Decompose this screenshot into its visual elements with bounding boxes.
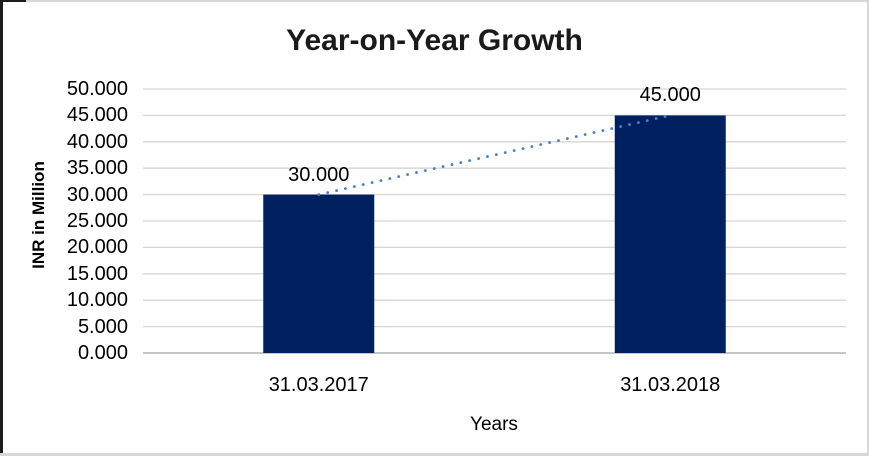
- y-tick-label: 40.000: [66, 130, 128, 153]
- bar-31.03.2017: [263, 194, 375, 353]
- y-tick-label: 35.000: [66, 157, 128, 180]
- y-tick-label: 15.000: [66, 262, 128, 285]
- x-tick-label: 31.03.2018: [620, 374, 721, 396]
- y-tick-label: 25.000: [66, 210, 128, 232]
- trendline-dotted: [317, 114, 672, 197]
- window-border-top-left-accent: [0, 0, 26, 2]
- window-border-bottom: [0, 453, 869, 456]
- x-axis-title: Years: [470, 414, 518, 435]
- data-label-31.03.2017: 30.000: [288, 163, 350, 186]
- bar-31.03.2018: [614, 115, 726, 354]
- y-tick-label: 5.000: [77, 315, 128, 338]
- data-label-31.03.2018: 45.000: [639, 84, 701, 107]
- y-tick-label: 10.000: [66, 289, 128, 312]
- window-border-top: [0, 0, 869, 2]
- window-border-right: [867, 0, 869, 456]
- chart-title: Year-on-Year Growth: [286, 24, 583, 57]
- y-tick-label: 50.000: [66, 78, 128, 100]
- window-border-left: [0, 0, 3, 456]
- y-tick-label: 30.000: [66, 183, 128, 206]
- y-tick-label: 45.000: [66, 104, 128, 127]
- y-tick-label: 0.000: [77, 342, 128, 364]
- x-tick-label: 31.03.2017: [268, 374, 369, 396]
- y-tick-label: 20.000: [66, 236, 128, 259]
